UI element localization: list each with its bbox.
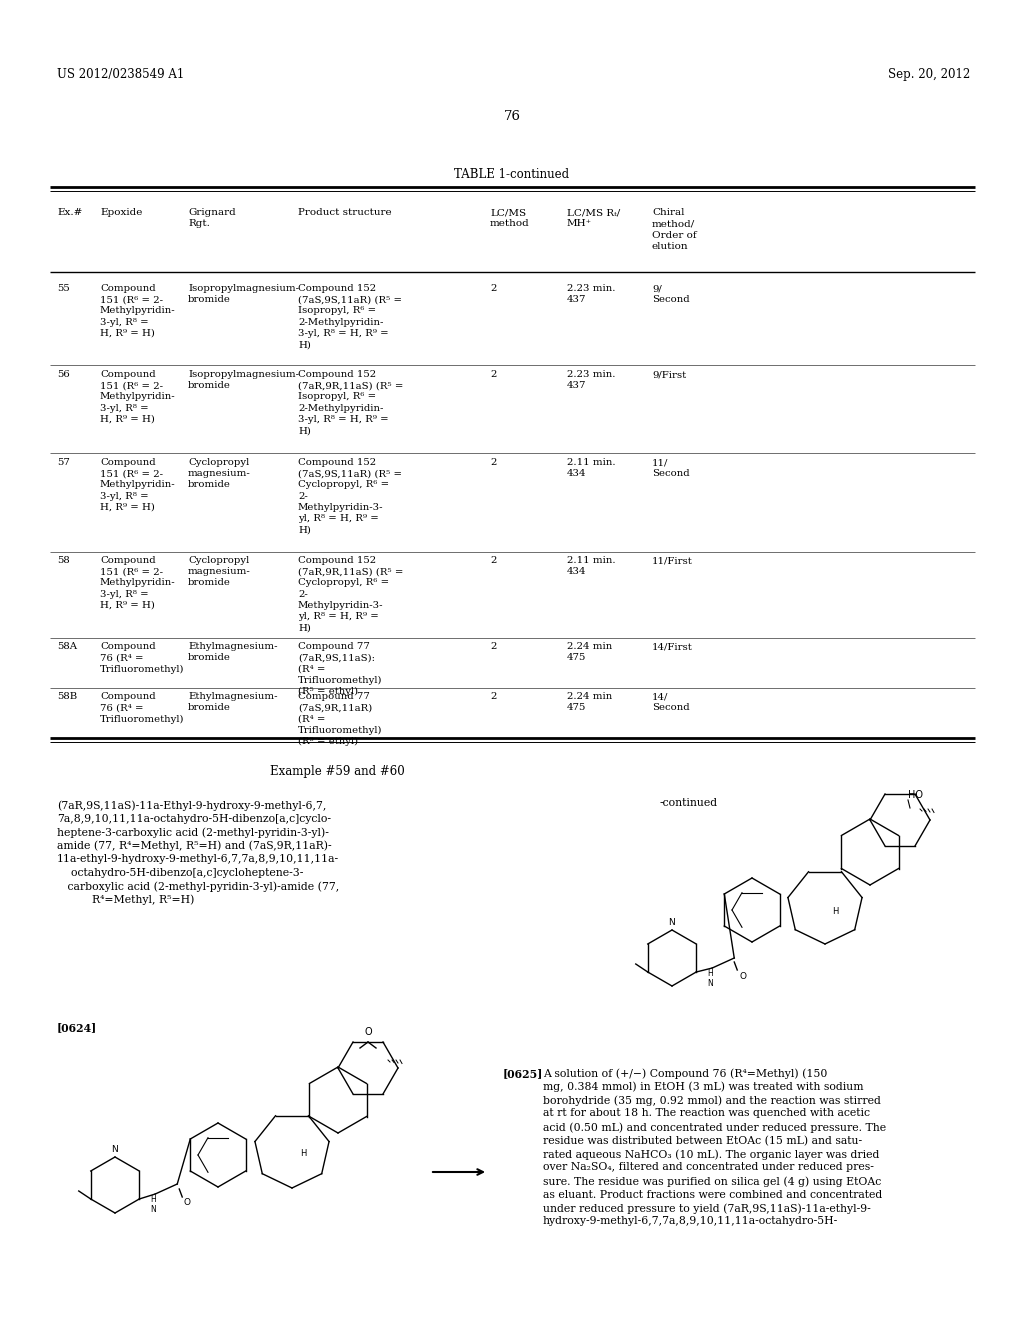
Text: 9/
Second: 9/ Second (652, 284, 689, 304)
Text: as eluant. Product fractions were combined and concentrated: as eluant. Product fractions were combin… (543, 1189, 883, 1200)
Text: 2.24 min
475: 2.24 min 475 (567, 692, 612, 713)
Text: 9/First: 9/First (652, 370, 686, 379)
Text: N: N (111, 1144, 118, 1154)
Text: Compound
76 (R⁴ =
Trifluoromethyl): Compound 76 (R⁴ = Trifluoromethyl) (100, 692, 184, 723)
Text: HO: HO (908, 789, 923, 800)
Text: Isopropylmagnesium-
bromide: Isopropylmagnesium- bromide (188, 284, 299, 304)
Text: 2: 2 (490, 458, 497, 467)
Text: 2: 2 (490, 692, 497, 701)
Text: 56: 56 (57, 370, 70, 379)
Text: Compound
151 (R⁶ = 2-
Methylpyridin-
3-yl, R⁸ =
H, R⁹ = H): Compound 151 (R⁶ = 2- Methylpyridin- 3-y… (100, 458, 176, 512)
Text: [0624]: [0624] (57, 1022, 97, 1034)
Text: 14/
Second: 14/ Second (652, 692, 689, 713)
Text: -continued: -continued (660, 799, 718, 808)
Text: Grignard
Rgt.: Grignard Rgt. (188, 209, 236, 228)
Text: octahydro-5H-dibenzo[a,c]cycloheptene-3-: octahydro-5H-dibenzo[a,c]cycloheptene-3- (57, 867, 303, 878)
Text: [0625]: [0625] (503, 1068, 544, 1078)
Text: 7a,8,9,10,11,11a-octahydro-5H-dibenzo[a,c]cyclo-: 7a,8,9,10,11,11a-octahydro-5H-dibenzo[a,… (57, 813, 331, 824)
Text: hydroxy-9-methyl-6,7,7a,8,9,10,11,11a-octahydro-5H-: hydroxy-9-methyl-6,7,7a,8,9,10,11,11a-oc… (543, 1217, 839, 1226)
Text: Compound 152
(7aR,9R,11aS) (R⁵ =
Cyclopropyl, R⁶ =
2-
Methylpyridin-3-
yl, R⁸ = : Compound 152 (7aR,9R,11aS) (R⁵ = Cyclopr… (298, 556, 403, 632)
Text: 2.11 min.
434: 2.11 min. 434 (567, 556, 615, 577)
Text: acid (0.50 mL) and concentrated under reduced pressure. The: acid (0.50 mL) and concentrated under re… (543, 1122, 886, 1133)
Text: H
N: H N (708, 969, 713, 989)
Text: O: O (365, 1027, 372, 1038)
Text: Compound 77
(7aR,9S,11aS):
(R⁴ =
Trifluoromethyl)
(R⁵ = ethyl): Compound 77 (7aR,9S,11aS): (R⁴ = Trifluo… (298, 642, 383, 696)
Text: sure. The residue was purified on silica gel (4 g) using EtOAc: sure. The residue was purified on silica… (543, 1176, 882, 1187)
Text: Compound 152
(7aS,9S,11aR) (R⁵ =
Cyclopropyl, R⁶ =
2-
Methylpyridin-3-
yl, R⁸ = : Compound 152 (7aS,9S,11aR) (R⁵ = Cyclopr… (298, 458, 402, 535)
Text: Compound 152
(7aS,9S,11aR) (R⁵ =
Isopropyl, R⁶ =
2-Methylpyridin-
3-yl, R⁸ = H, : Compound 152 (7aS,9S,11aR) (R⁵ = Isoprop… (298, 284, 402, 350)
Text: O: O (183, 1199, 190, 1206)
Text: 2: 2 (490, 556, 497, 565)
Text: Ethylmagnesium-
bromide: Ethylmagnesium- bromide (188, 642, 278, 663)
Text: rated aqueous NaHCO₃ (10 mL). The organic layer was dried: rated aqueous NaHCO₃ (10 mL). The organi… (543, 1148, 880, 1159)
Text: LC/MS
method: LC/MS method (490, 209, 529, 228)
Text: 2: 2 (490, 284, 497, 293)
Text: Ex.#: Ex.# (57, 209, 82, 216)
Text: borohydride (35 mg, 0.92 mmol) and the reaction was stirred: borohydride (35 mg, 0.92 mmol) and the r… (543, 1096, 881, 1106)
Text: N: N (668, 917, 675, 927)
Text: Example #59 and #60: Example #59 and #60 (270, 766, 404, 777)
Text: US 2012/0238549 A1: US 2012/0238549 A1 (57, 69, 184, 81)
Text: 11a-ethyl-9-hydroxy-9-methyl-6,7,7a,8,9,10,11,11a-: 11a-ethyl-9-hydroxy-9-methyl-6,7,7a,8,9,… (57, 854, 339, 865)
Text: 2.23 min.
437: 2.23 min. 437 (567, 284, 615, 304)
Text: TABLE 1-continued: TABLE 1-continued (455, 168, 569, 181)
Text: amide (77, R⁴=Methyl, R⁵=H) and (7aS,9R,11aR)-: amide (77, R⁴=Methyl, R⁵=H) and (7aS,9R,… (57, 841, 332, 851)
Text: Sep. 20, 2012: Sep. 20, 2012 (888, 69, 970, 81)
Text: 2: 2 (490, 370, 497, 379)
Text: 2: 2 (490, 642, 497, 651)
Text: Isopropylmagnesium-
bromide: Isopropylmagnesium- bromide (188, 370, 299, 391)
Text: (7aR,9S,11aS)-11a-Ethyl-9-hydroxy-9-methyl-6,7,: (7aR,9S,11aS)-11a-Ethyl-9-hydroxy-9-meth… (57, 800, 327, 810)
Text: Ethylmagnesium-
bromide: Ethylmagnesium- bromide (188, 692, 278, 713)
Text: mg, 0.384 mmol) in EtOH (3 mL) was treated with sodium: mg, 0.384 mmol) in EtOH (3 mL) was treat… (543, 1081, 863, 1092)
Text: residue was distributed between EtOAc (15 mL) and satu-: residue was distributed between EtOAc (1… (543, 1135, 862, 1146)
Text: 58: 58 (57, 556, 70, 565)
Text: 11/
Second: 11/ Second (652, 458, 689, 478)
Text: carboxylic acid (2-methyl-pyridin-3-yl)-amide (77,: carboxylic acid (2-methyl-pyridin-3-yl)-… (57, 880, 339, 891)
Text: H: H (831, 908, 839, 916)
Text: O: O (739, 972, 746, 981)
Text: 2.24 min
475: 2.24 min 475 (567, 642, 612, 663)
Text: H
N: H N (151, 1195, 156, 1214)
Text: Compound 152
(7aR,9R,11aS) (R⁵ =
Isopropyl, R⁶ =
2-Methylpyridin-
3-yl, R⁸ = H, : Compound 152 (7aR,9R,11aS) (R⁵ = Isoprop… (298, 370, 403, 436)
Text: 2.11 min.
434: 2.11 min. 434 (567, 458, 615, 478)
Text: Cyclopropyl
magnesium-
bromide: Cyclopropyl magnesium- bromide (188, 556, 251, 587)
Text: Compound
76 (R⁴ =
Trifluoromethyl): Compound 76 (R⁴ = Trifluoromethyl) (100, 642, 184, 673)
Text: 57: 57 (57, 458, 70, 467)
Text: 11/First: 11/First (652, 556, 693, 565)
Text: LC/MS Rₜ/
MH⁺: LC/MS Rₜ/ MH⁺ (567, 209, 621, 228)
Text: Epoxide: Epoxide (100, 209, 142, 216)
Text: 55: 55 (57, 284, 70, 293)
Text: Compound
151 (R⁶ = 2-
Methylpyridin-
3-yl, R⁸ =
H, R⁹ = H): Compound 151 (R⁶ = 2- Methylpyridin- 3-y… (100, 370, 176, 424)
Text: 58A: 58A (57, 642, 77, 651)
Text: Compound
151 (R⁶ = 2-
Methylpyridin-
3-yl, R⁸ =
H, R⁹ = H): Compound 151 (R⁶ = 2- Methylpyridin- 3-y… (100, 556, 176, 610)
Text: Product structure: Product structure (298, 209, 391, 216)
Text: at rt for about 18 h. The reaction was quenched with acetic: at rt for about 18 h. The reaction was q… (543, 1109, 870, 1118)
Text: over Na₂SO₄, filtered and concentrated under reduced pres-: over Na₂SO₄, filtered and concentrated u… (543, 1163, 873, 1172)
Text: Chiral
method/
Order of
elution: Chiral method/ Order of elution (652, 209, 696, 251)
Text: 2.23 min.
437: 2.23 min. 437 (567, 370, 615, 391)
Text: A solution of (+/−) Compound 76 (R⁴=Methyl) (150: A solution of (+/−) Compound 76 (R⁴=Meth… (543, 1068, 827, 1078)
Text: 14/First: 14/First (652, 642, 693, 651)
Text: Cyclopropyl
magnesium-
bromide: Cyclopropyl magnesium- bromide (188, 458, 251, 490)
Text: Compound 77
(7aS,9R,11aR)
(R⁴ =
Trifluoromethyl)
(R⁵ = ethyl): Compound 77 (7aS,9R,11aR) (R⁴ = Trifluor… (298, 692, 383, 746)
Text: Compound
151 (R⁶ = 2-
Methylpyridin-
3-yl, R⁸ =
H, R⁹ = H): Compound 151 (R⁶ = 2- Methylpyridin- 3-y… (100, 284, 176, 338)
Text: H: H (300, 1150, 306, 1159)
Text: under reduced pressure to yield (7aR,9S,11aS)-11a-ethyl-9-: under reduced pressure to yield (7aR,9S,… (543, 1203, 870, 1213)
Text: heptene-3-carboxylic acid (2-methyl-pyridin-3-yl)-: heptene-3-carboxylic acid (2-methyl-pyri… (57, 828, 329, 838)
Text: 76: 76 (504, 110, 520, 123)
Text: 58B: 58B (57, 692, 77, 701)
Text: R⁴=Methyl, R⁵=H): R⁴=Methyl, R⁵=H) (57, 895, 195, 906)
